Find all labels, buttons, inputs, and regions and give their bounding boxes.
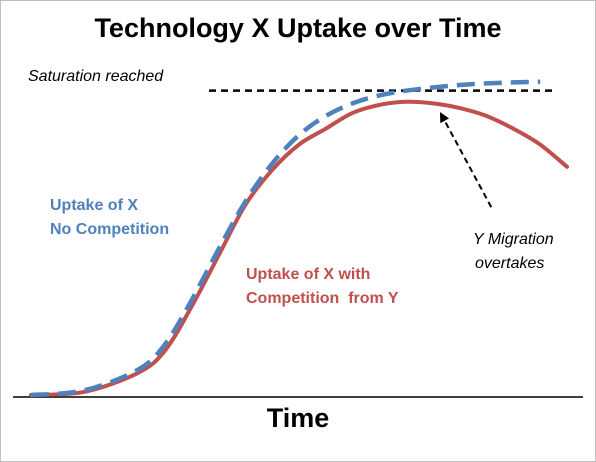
migration-arrow [439, 112, 493, 208]
label-with-competition-line2: Competition from Y [246, 290, 399, 307]
annotation-saturation: Saturation reached [28, 68, 164, 85]
chart-title: Technology X Uptake over Time [94, 13, 502, 43]
x-axis-label: Time [266, 403, 330, 433]
label-migration: Y Migration overtakes [473, 228, 554, 276]
series-no-competition-line [30, 79, 541, 398]
label-with-competition: Uptake of X with Competition from Y [246, 263, 399, 311]
label-no-competition-line2: No Competition [50, 221, 170, 238]
series-with-competition-line [29, 99, 569, 397]
label-migration-line2: overtakes [475, 255, 545, 272]
label-no-competition-line1: Uptake of X [50, 197, 139, 214]
label-no-competition: Uptake of X No Competition [50, 194, 169, 242]
label-with-competition-line1: Uptake of X with [246, 266, 371, 283]
label-migration-line1: Y Migration [473, 231, 554, 248]
